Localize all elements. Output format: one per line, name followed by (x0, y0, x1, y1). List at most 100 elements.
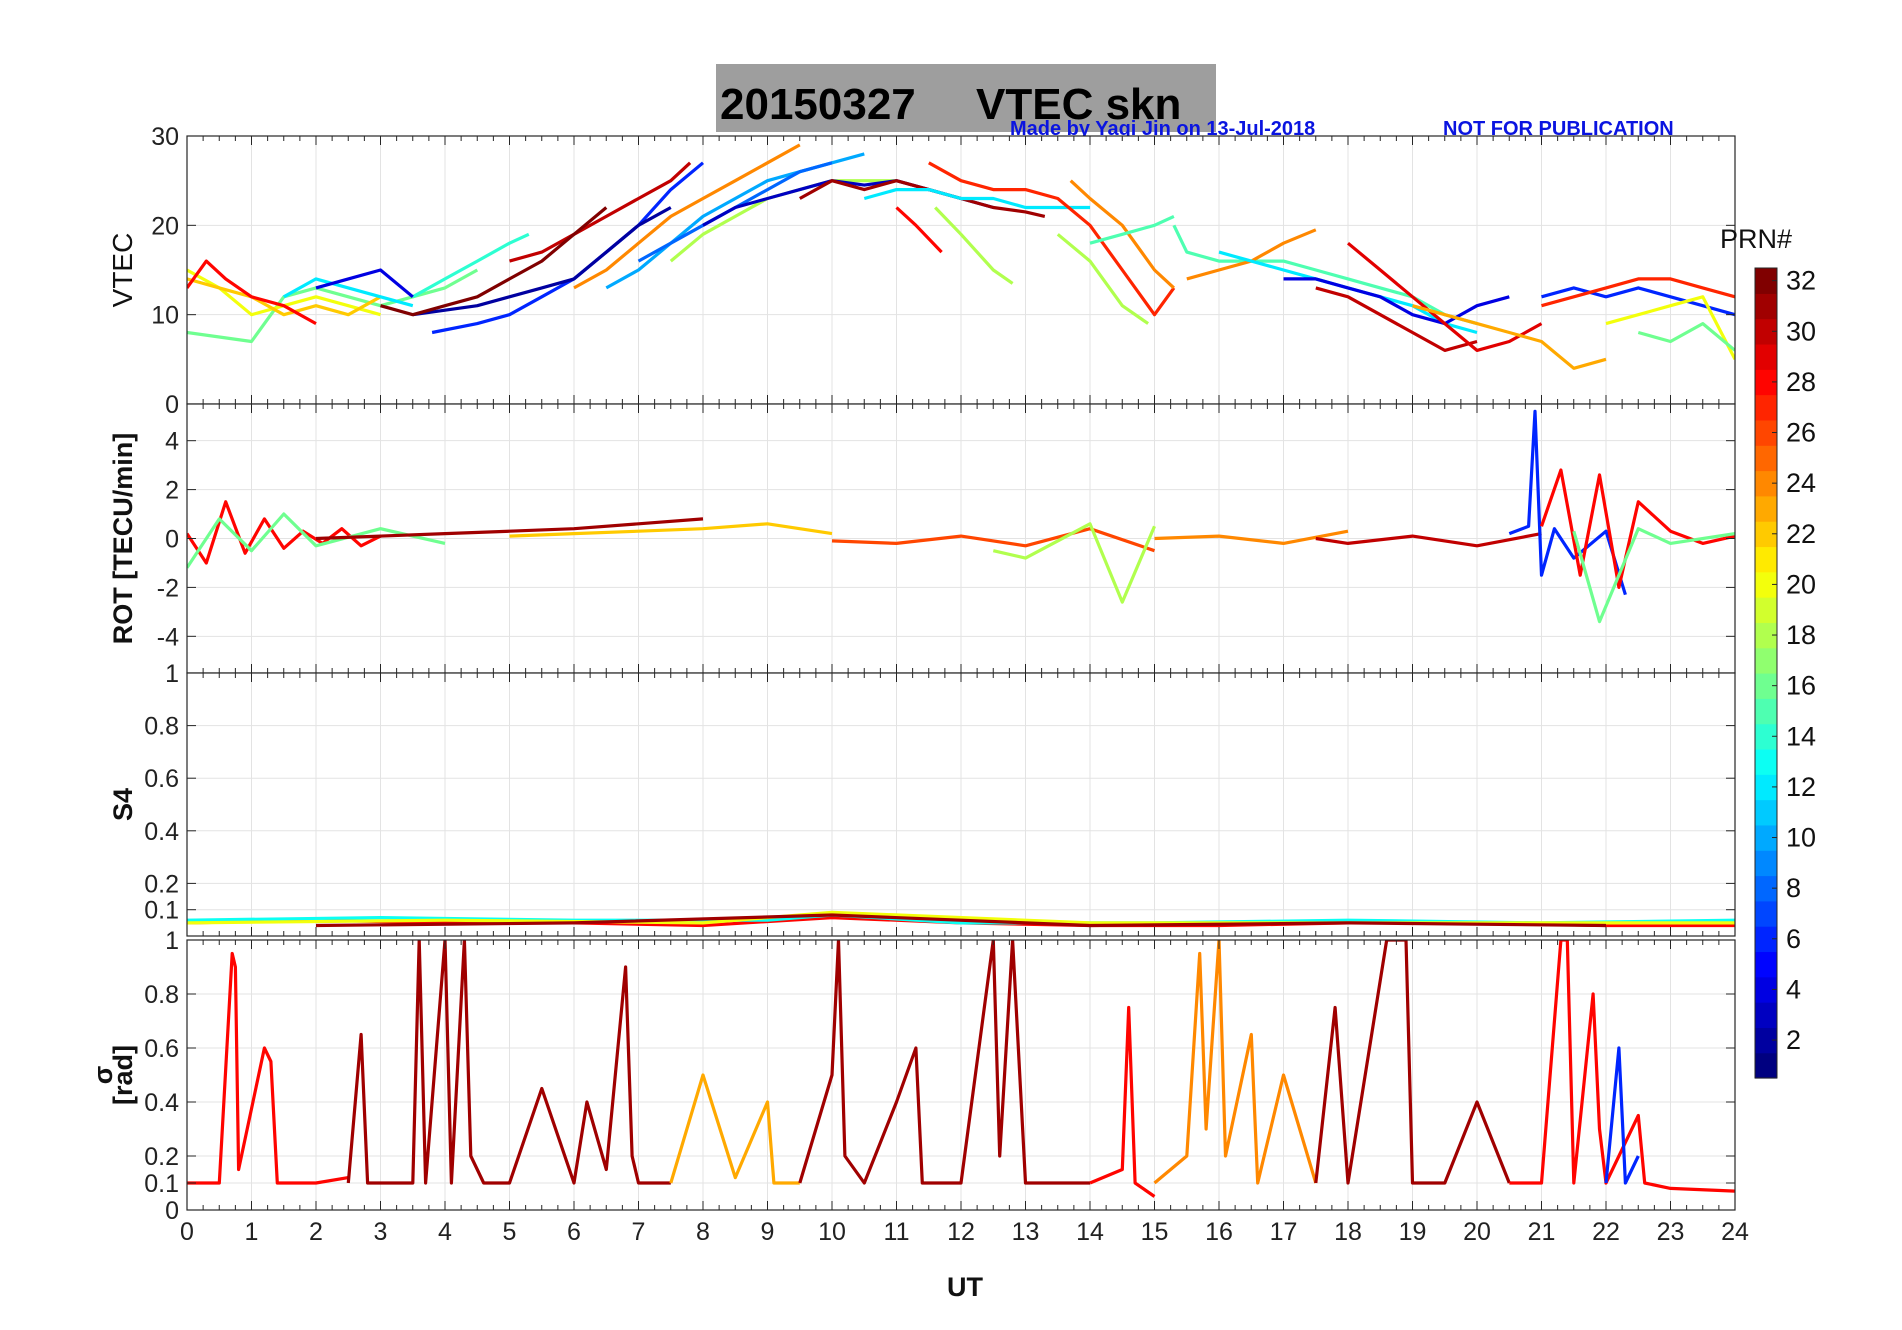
series-line-prn-27 (1541, 277, 1735, 308)
x-tick-label: 15 (1141, 1218, 1169, 1246)
colorbar-segment (1755, 470, 1777, 497)
series-line-prn-12 (863, 188, 1090, 210)
colorbar-segment (1755, 774, 1777, 801)
series-line-prn-6 (1508, 409, 1627, 596)
x-tick-label: 9 (761, 1218, 775, 1246)
series-line-prn-26 (831, 527, 1156, 553)
colorbar-segment (1755, 1052, 1777, 1079)
series-line-prn-30 (509, 161, 692, 263)
series-line-prn-24 (1153, 940, 1318, 1185)
y-tick-label: 0.6 (144, 765, 179, 793)
colorbar-tick-label: 12 (1786, 772, 1816, 802)
title-box (716, 64, 1216, 132)
y-tick-label: 0.1 (144, 1170, 179, 1198)
colorbar-segment (1755, 369, 1777, 396)
colorbar-tick-label: 6 (1786, 924, 1801, 954)
colorbar-segment (1755, 445, 1777, 472)
series-line-prn-30 (1315, 532, 1542, 548)
y-tick-label: -4 (157, 623, 179, 651)
x-tick-label: 4 (438, 1218, 452, 1246)
colorbar-segment (1755, 1002, 1777, 1028)
series-line-prn-28 (187, 259, 317, 325)
colorbar-segment (1755, 318, 1777, 345)
series-line-prn-20 (187, 910, 1735, 925)
series-line-prn-15 (1089, 214, 1175, 245)
colorbar-segment (1755, 799, 1777, 826)
x-tick-label: 0 (180, 1218, 194, 1246)
colorbar-segment (1755, 546, 1777, 573)
y-tick-label: -2 (157, 574, 179, 602)
series-line-prn-16 (187, 512, 446, 569)
colorbar-segment (1755, 268, 1777, 294)
series-group (187, 143, 1735, 370)
x-tick-label: 19 (1399, 1218, 1427, 1246)
colorbar-segment (1755, 698, 1777, 725)
colorbar-segment (1755, 850, 1777, 877)
y-axis-label: ROT [TECU/min] (108, 433, 138, 644)
colorbar-segment (1755, 597, 1777, 623)
series-line-prn-16 (187, 268, 479, 344)
y-tick-label: 0.1 (144, 897, 179, 925)
x-tick-label: 5 (503, 1218, 517, 1246)
colorbar-segment (1755, 394, 1777, 421)
panel-S4: 0.10.2 0.4 0.6 0.8 1 S4 (108, 660, 1736, 937)
x-tick-label: 7 (632, 1218, 646, 1246)
y-tick-label: 1 (165, 660, 179, 688)
colorbar-tick-label: 30 (1786, 316, 1816, 346)
x-tick-label: 21 (1528, 1218, 1556, 1246)
series-line-prn-15 (1172, 224, 1478, 326)
colorbar-tick-label: 26 (1786, 418, 1816, 448)
y-tick-label: 4 (165, 428, 179, 456)
colorbar-tick-label: 28 (1786, 367, 1816, 397)
x-tick-label: 10 (818, 1218, 846, 1246)
x-tick-label: 3 (374, 1218, 388, 1246)
panel-VTEC: 0 10 20 30 VTEC (107, 123, 1736, 419)
colorbar-segment (1755, 1027, 1777, 1054)
series-line-prn-16 (1572, 527, 1735, 624)
colorbar-segment (1755, 951, 1777, 978)
colorbar-segment (1755, 521, 1777, 548)
x-tick-label: 22 (1592, 1218, 1620, 1246)
series-line-prn-23 (1412, 304, 1607, 370)
colorbar-tick-label: 22 (1786, 519, 1816, 549)
title-text: VTEC skn (976, 80, 1181, 129)
colorbar-segment (1755, 976, 1777, 1003)
y-axis-label: [rad] (108, 1045, 138, 1105)
x-tick-label: 6 (567, 1218, 581, 1246)
series-line-prn-32 (380, 206, 608, 317)
series-line-prn-4 (315, 268, 414, 299)
series-line-prn-6 (1604, 1046, 1640, 1185)
series-line-prn-31 (315, 517, 704, 541)
colorbar-segment (1755, 495, 1777, 522)
colorbar-tick-label: 14 (1786, 721, 1816, 751)
y-tick-label: 0.2 (144, 870, 179, 898)
series-line-prn-28 (1089, 1005, 1156, 1198)
x-tick-label: 20 (1463, 1218, 1491, 1246)
series-line-prn-16 (1637, 322, 1735, 352)
colorbar-segment (1755, 723, 1777, 750)
series-line-prn-24 (573, 143, 801, 290)
series-line-prn-23 (669, 1073, 800, 1185)
colorbar-segment (1755, 824, 1777, 851)
series-line-prn-2 (412, 206, 672, 317)
series-group (187, 910, 1735, 928)
y-tick-label: 0.4 (144, 1089, 179, 1117)
series-line-prn-31 (346, 940, 671, 1185)
colorbar-tick-label: 8 (1786, 873, 1801, 903)
panel-sigma_phi: 00.10.2 0.4 0.6 0.8 1 [rad] (108, 927, 1736, 1225)
sigma-phi-symbol: σ (88, 1066, 118, 1084)
series-line-prn-12 (283, 277, 414, 308)
x-tick-label: 23 (1657, 1218, 1685, 1246)
x-tick-label: 12 (947, 1218, 975, 1246)
title-date: 20150327 (720, 80, 916, 129)
series-line-prn-24 (1069, 179, 1175, 290)
series-group (187, 940, 1735, 1198)
colorbar-segment (1755, 875, 1777, 902)
series-line-prn-28 (187, 500, 382, 565)
y-tick-label: 0.6 (144, 1035, 179, 1063)
not-for-publication-notice: NOT FOR PUBLICATION (1443, 118, 1674, 140)
colorbar-label: PRN# (1720, 224, 1792, 254)
colorbar-tick-label: 24 (1786, 468, 1816, 498)
